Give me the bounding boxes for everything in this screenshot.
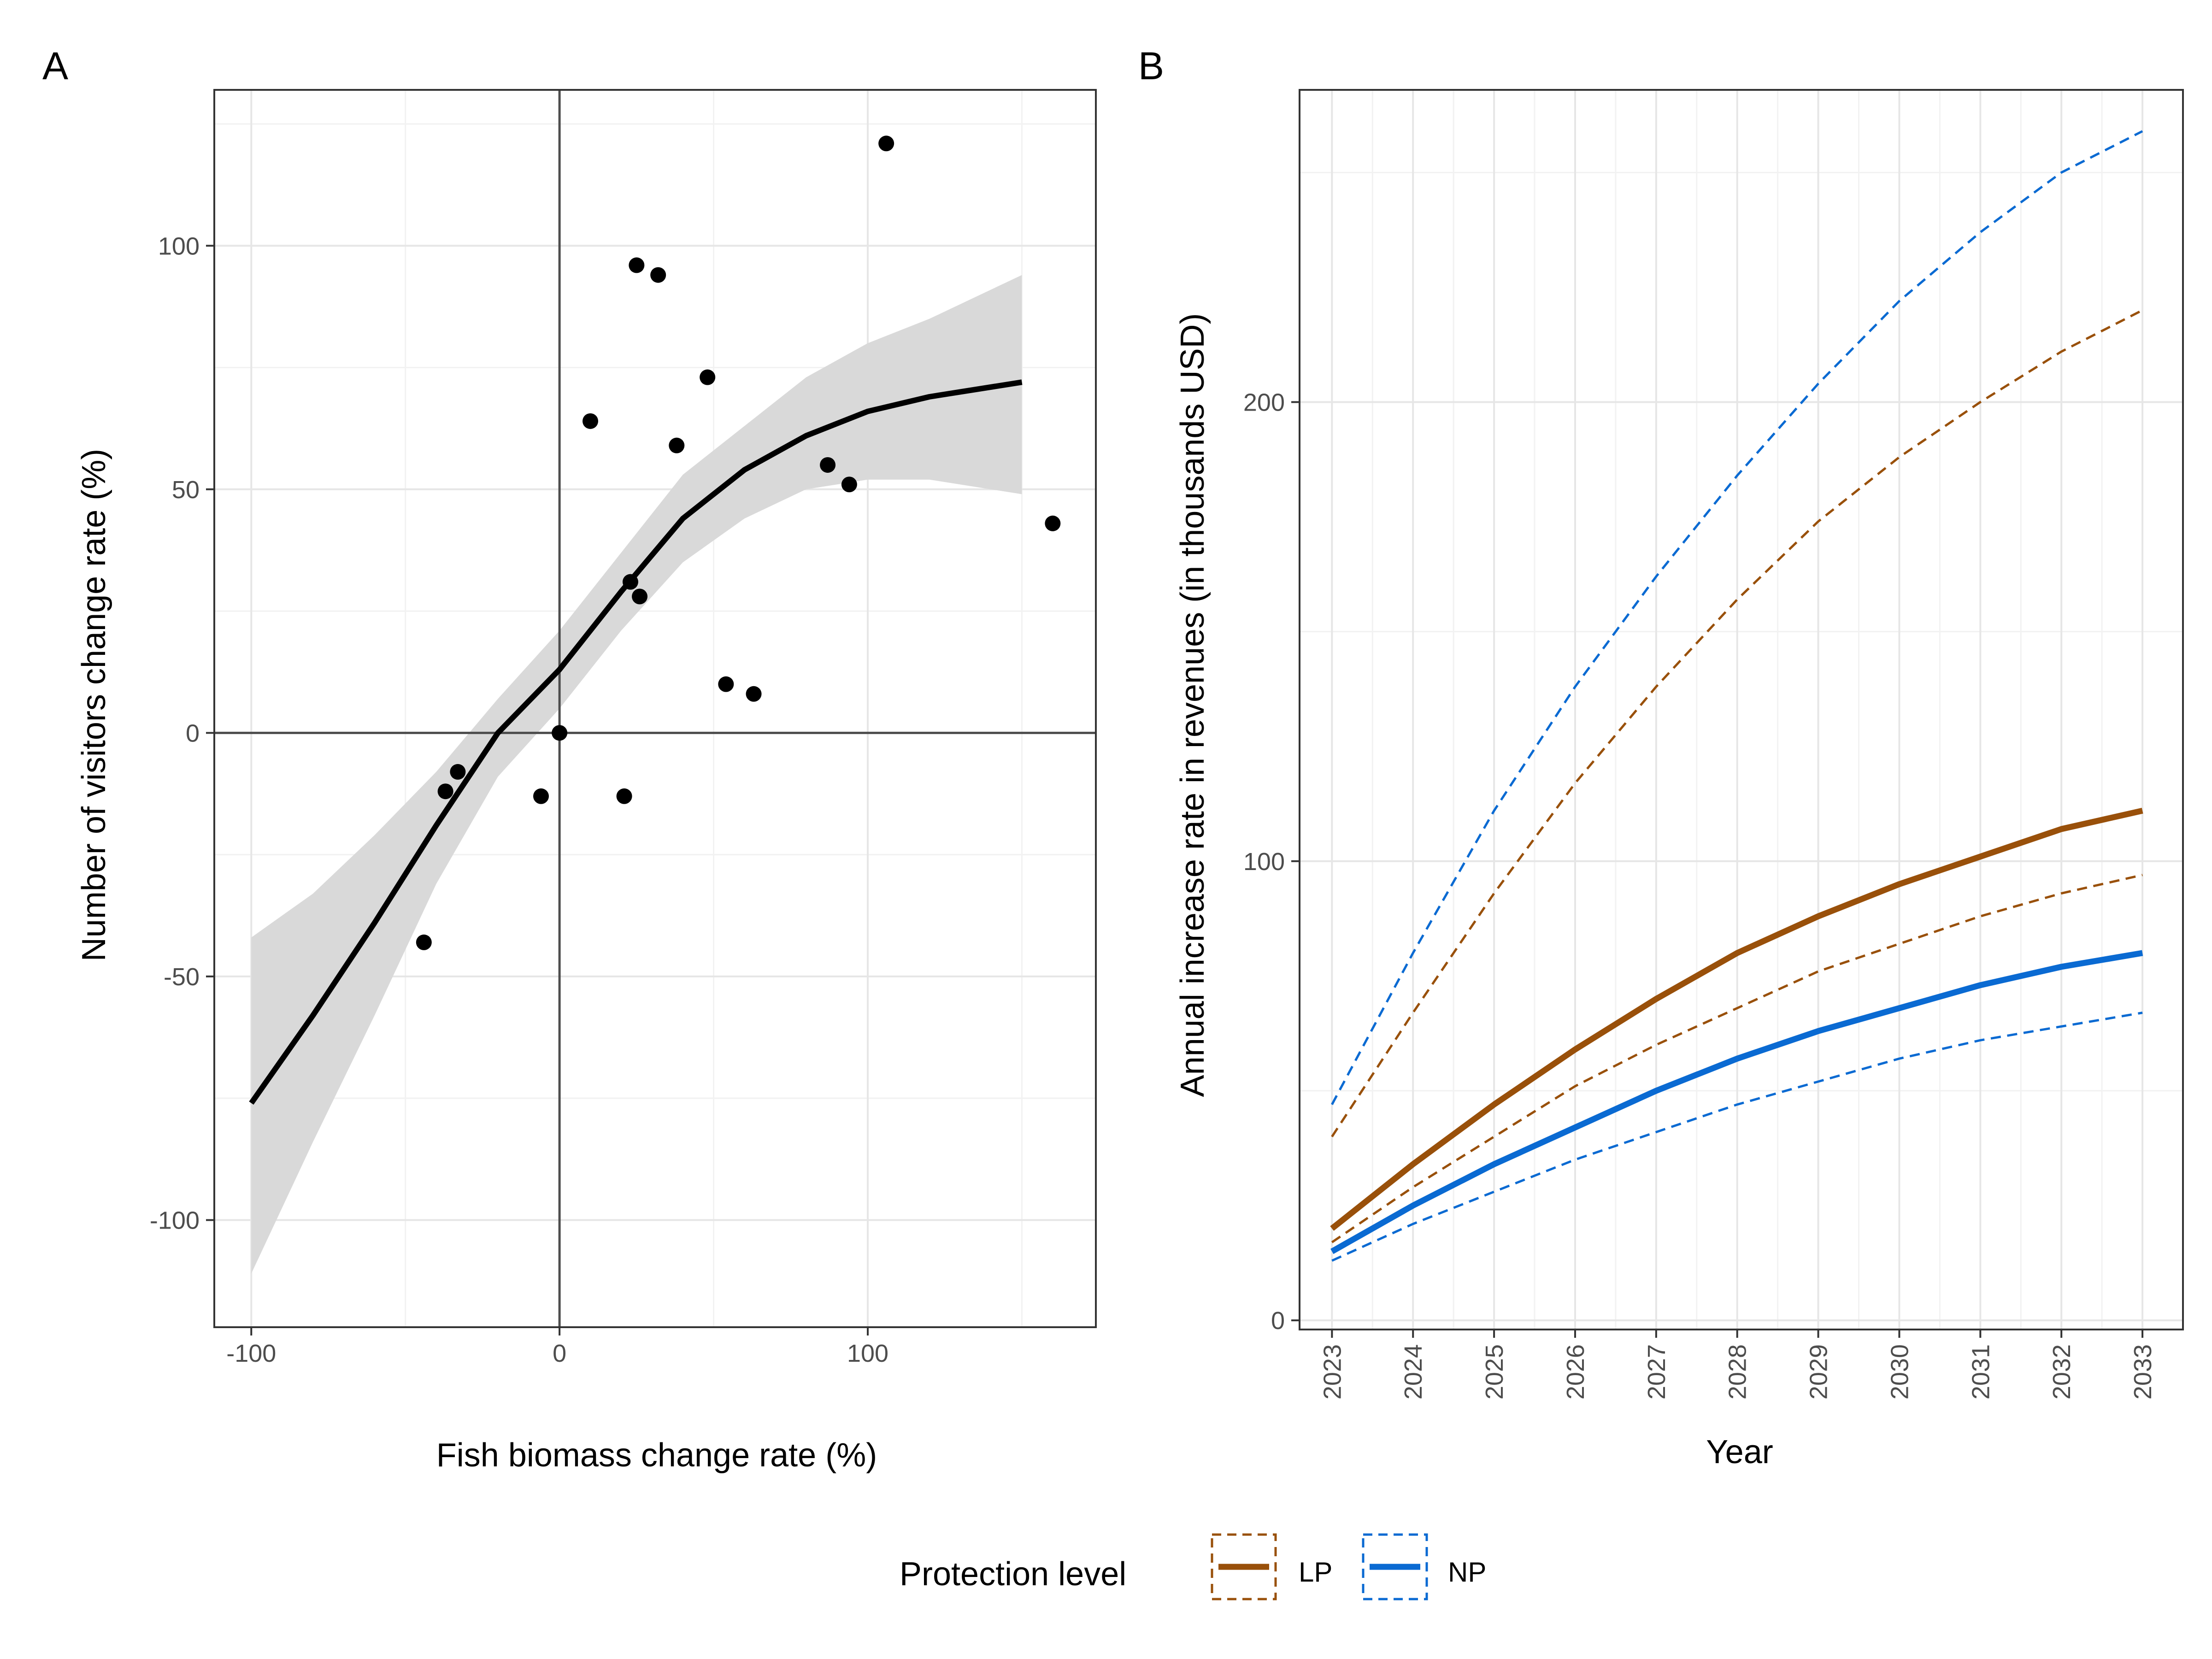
panel-a-ribbon xyxy=(251,275,1022,1274)
panel-a-x-ticks: -100 0 100 xyxy=(226,1327,888,1367)
data-point xyxy=(700,369,716,385)
legend: Protection level LP NP xyxy=(900,1533,1486,1600)
y-tick-label: 100 xyxy=(1243,848,1285,876)
y-tick-label: 0 xyxy=(1271,1307,1285,1335)
legend-key-np xyxy=(1362,1533,1428,1600)
series-lp-upper-bound xyxy=(1331,309,2143,1137)
x-tick-label: 2030 xyxy=(1886,1344,1913,1400)
data-point xyxy=(820,457,836,473)
legend-label-lp: LP xyxy=(1299,1557,1332,1588)
series-np-line xyxy=(1330,950,2143,1254)
y-tick-label: -100 xyxy=(150,1206,200,1234)
panel-b-background xyxy=(1300,90,2183,1330)
x-tick-label: 2026 xyxy=(1562,1344,1589,1400)
x-tick-label: 2027 xyxy=(1643,1344,1671,1400)
x-tick-label: -100 xyxy=(226,1340,276,1367)
y-tick-label: 100 xyxy=(158,232,200,260)
panel-a-reference-lines xyxy=(214,90,1096,1327)
panel-a-x-axis-title: Fish biomass change rate (%) xyxy=(436,1437,877,1474)
panel-b-x-ticks: 2023 2024 2025 2026 2027 2028 2029 2030 2031 2032… xyxy=(1318,1330,2157,1400)
legend-title: Protection level xyxy=(900,1556,1126,1593)
x-tick-label: 100 xyxy=(847,1340,888,1367)
legend-key-lp xyxy=(1211,1533,1277,1600)
data-point xyxy=(718,676,734,692)
panel-b-grid xyxy=(1300,90,2183,1330)
data-point xyxy=(629,257,645,273)
x-tick-label: 2032 xyxy=(2048,1344,2076,1400)
data-point xyxy=(878,135,894,152)
panel-a-y-ticks: -100 -50 0 50 100 xyxy=(150,232,214,1234)
panel-a-points xyxy=(416,135,1061,950)
data-point xyxy=(582,413,599,429)
panel-a: -100 0 100 -100 -50 0 50 100 Fish biomass chan… xyxy=(76,89,1097,1474)
panel-a-grid xyxy=(214,90,1096,1327)
panel-a-y-axis-title: Number of visitors change rate (%) xyxy=(76,449,112,961)
panel-a-border xyxy=(213,89,1097,1328)
series-lp-line xyxy=(1330,807,2143,1231)
y-tick-label: 0 xyxy=(186,719,200,747)
y-tick-label: 200 xyxy=(1243,388,1285,416)
x-tick-label: 0 xyxy=(553,1340,566,1367)
data-point xyxy=(416,934,432,950)
data-point xyxy=(841,477,857,493)
panel-b-x-axis-title: Year xyxy=(1706,1434,1773,1471)
panel-a-confidence-band xyxy=(251,275,1022,1274)
x-tick-label: 2031 xyxy=(1967,1344,1994,1400)
data-point xyxy=(437,783,453,800)
panel-a-smooth-fit xyxy=(249,379,1023,1105)
x-tick-label: 2033 xyxy=(2129,1344,2157,1400)
panel-b: 2023 2024 2025 2026 2027 2028 2029 2030 2031 2032… xyxy=(1174,89,2184,1471)
data-point xyxy=(669,437,685,453)
panel-b-y-ticks: 0 100 200 xyxy=(1243,388,1300,1335)
data-point xyxy=(622,574,638,590)
data-point xyxy=(533,788,549,804)
series-np-lower-bound xyxy=(1331,1012,2143,1262)
x-tick-label: 2024 xyxy=(1400,1344,1427,1400)
data-point xyxy=(450,764,466,780)
legend-label-np: NP xyxy=(1448,1557,1486,1588)
panel-b-lines xyxy=(1330,130,2143,1262)
series-lp-lower-bound xyxy=(1331,874,2143,1243)
data-point xyxy=(632,588,648,605)
data-point xyxy=(1045,515,1061,531)
panel-b-y-axis-title: Annual increase rate in revenues (in tho… xyxy=(1174,313,1211,1097)
x-tick-label: 2029 xyxy=(1805,1344,1833,1400)
x-tick-label: 2023 xyxy=(1318,1344,1346,1400)
y-tick-label: -50 xyxy=(164,963,200,991)
series-np-upper-bound xyxy=(1331,130,2143,1105)
panel-a-fit-line xyxy=(249,379,1023,1105)
x-tick-label: 2028 xyxy=(1724,1344,1752,1400)
panel-a-tag: A xyxy=(42,44,68,88)
data-point xyxy=(552,725,568,741)
panel-b-border xyxy=(1299,89,2184,1330)
data-point xyxy=(616,788,632,804)
panel-b-tag: B xyxy=(1138,44,1164,88)
x-tick-label: 2025 xyxy=(1481,1344,1508,1400)
data-point xyxy=(650,267,666,283)
data-point xyxy=(746,686,762,702)
y-tick-label: 50 xyxy=(172,476,200,504)
panel-a-background xyxy=(214,90,1096,1327)
